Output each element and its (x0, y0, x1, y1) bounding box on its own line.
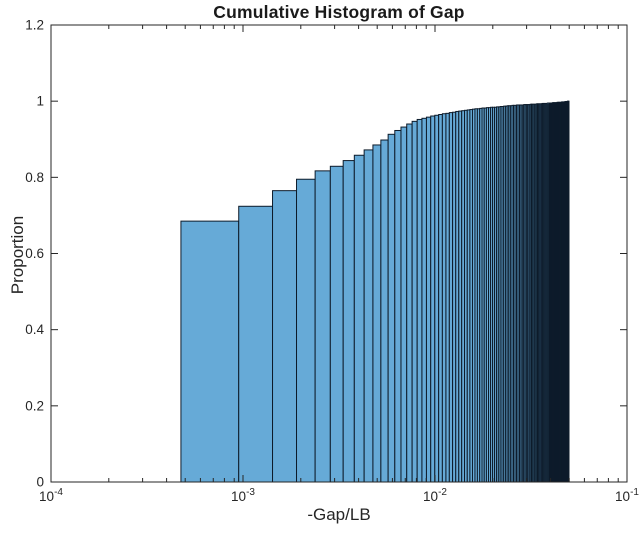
histogram-bar (441, 113, 447, 483)
histogram-bar (445, 112, 450, 483)
x-tick-label: 10-3 (231, 487, 255, 504)
histogram-bar (438, 114, 443, 483)
histogram-bar (272, 190, 298, 483)
histogram-bar (411, 120, 418, 483)
histogram-bar (329, 165, 344, 483)
histogram-bar (314, 170, 331, 483)
histogram-bar (296, 178, 316, 483)
y-tick-label: 0.8 (25, 170, 44, 185)
histogram-bar (394, 129, 402, 483)
histogram-bar (363, 149, 374, 483)
y-tick-label: 0 (36, 475, 44, 490)
histogram-bar (425, 116, 432, 483)
histogram-bar (421, 117, 427, 483)
x-tick-label: 10-1 (615, 487, 639, 504)
histogram-bar (416, 118, 423, 483)
y-tick-label: 1.2 (25, 18, 44, 33)
x-tick-label: 10-2 (423, 487, 447, 504)
chart-title: Cumulative Histogram of Gap (213, 2, 465, 22)
histogram-bar (353, 154, 365, 483)
histogram-bar (380, 139, 389, 483)
histogram-bar (567, 100, 570, 483)
x-tick-label: 10-4 (39, 487, 63, 504)
histogram-bar (434, 114, 440, 483)
histogram-bar (238, 205, 274, 483)
x-axis-label: -Gap/LB (307, 505, 371, 524)
histogram-bar (400, 126, 408, 483)
y-tick-label: 0.4 (25, 322, 44, 337)
histogram-bar (387, 133, 396, 483)
y-tick-label: 0.6 (25, 246, 44, 261)
y-tick-label: 1 (36, 94, 44, 109)
histogram-bar (342, 160, 355, 483)
histogram-bar (406, 123, 413, 483)
y-tick-label: 0.2 (25, 398, 44, 413)
histogram-bar (430, 115, 436, 483)
histogram-bar (372, 144, 382, 483)
histogram-bar (180, 220, 240, 483)
